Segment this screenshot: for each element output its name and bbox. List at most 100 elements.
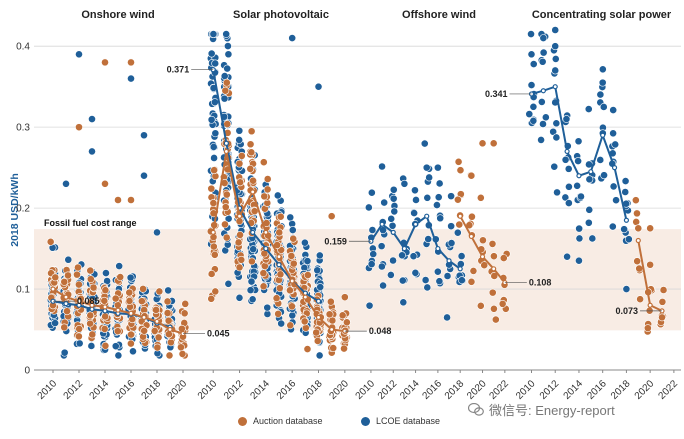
lcoe-point — [424, 235, 433, 243]
auction-point — [499, 254, 508, 262]
lcoe-point — [423, 193, 432, 202]
lcoe-point — [211, 59, 220, 68]
auction-point — [498, 299, 507, 308]
auction-point — [272, 294, 281, 303]
lcoe-point — [387, 214, 396, 223]
auction-point — [116, 273, 125, 281]
auction-point — [490, 304, 498, 313]
auction-point — [631, 196, 640, 205]
lcoe-point — [367, 188, 376, 197]
auction-point — [128, 315, 137, 324]
auction-point — [60, 277, 69, 286]
auction-point — [222, 78, 231, 87]
auction-point — [491, 315, 500, 324]
auction-point — [342, 318, 351, 327]
auction-point — [490, 252, 498, 261]
auction-point — [275, 228, 284, 237]
auction-point — [246, 164, 255, 173]
lcoe-trend-point — [263, 245, 269, 252]
lcoe-point — [140, 171, 148, 180]
y-tick-label: 0.4 — [16, 42, 30, 53]
lcoe-trend-point — [540, 88, 546, 94]
lcoe-point — [457, 252, 466, 261]
annotation-label: 0.085 — [77, 296, 100, 306]
lcoe-point — [527, 81, 536, 89]
auction-point — [259, 269, 268, 278]
x-tick-label: 2014 — [88, 378, 112, 402]
lcoe-trend-point — [600, 132, 606, 138]
auction-trend-point — [76, 298, 82, 304]
auction-point — [468, 212, 476, 221]
y-tick-label: 0.2 — [16, 204, 30, 215]
auction-point — [86, 311, 95, 320]
lcoe-point — [564, 199, 573, 207]
x-tick-label: 2018 — [443, 378, 467, 402]
auction-point — [210, 166, 219, 175]
annotation-label: 0.073 — [615, 306, 638, 316]
auction-point — [260, 262, 269, 270]
lcoe-point — [249, 245, 258, 254]
auction-point — [127, 330, 135, 339]
lcoe-point — [102, 269, 110, 277]
lcoe-point — [585, 175, 594, 184]
auction-trend-point — [210, 229, 216, 235]
auction-point — [46, 237, 55, 246]
lcoe-point — [575, 224, 584, 233]
auction-point — [60, 323, 69, 332]
lcoe-point — [211, 129, 220, 138]
lcoe-point — [75, 339, 84, 348]
auction-point — [276, 270, 285, 279]
auction-trend-point — [329, 326, 335, 333]
lcoe-point — [420, 139, 429, 148]
x-tick-label: 2020 — [327, 378, 351, 402]
lcoe-point — [388, 221, 397, 230]
annotation-label: 0.159 — [324, 236, 347, 246]
auction-point — [64, 271, 72, 280]
auction-point — [303, 345, 312, 353]
lcoe-point — [410, 209, 419, 217]
x-tick-label: 2018 — [301, 378, 325, 402]
auction-point — [300, 317, 309, 326]
auction-point — [479, 236, 487, 245]
lcoe-point — [529, 60, 538, 68]
lcoe-trend-point — [250, 229, 256, 235]
auction-point — [207, 270, 216, 278]
auction-point — [127, 339, 135, 348]
lcoe-point — [608, 222, 617, 231]
auction-point — [150, 327, 159, 335]
auction-point — [127, 58, 135, 67]
lcoe-point — [551, 42, 560, 51]
lcoe-point — [539, 34, 548, 42]
lcoe-point — [584, 218, 593, 227]
lcoe-point — [433, 267, 442, 276]
lcoe-point — [288, 226, 297, 234]
auction-point — [125, 288, 134, 297]
lcoe-point — [611, 140, 620, 149]
fossil-fuel-label: Fossil fuel cost range — [44, 218, 137, 228]
lcoe-point — [443, 272, 452, 280]
lcoe-point — [398, 251, 406, 260]
lcoe-point — [561, 193, 570, 202]
auction-point — [289, 259, 298, 268]
x-tick-label: 2022 — [487, 378, 511, 402]
auction-point — [222, 233, 231, 242]
lcoe-point — [575, 234, 584, 243]
lcoe-point — [164, 286, 173, 295]
lcoe-point — [224, 279, 233, 288]
lcoe-point — [457, 276, 466, 285]
x-tick-label: 2020 — [166, 378, 190, 402]
auction-point — [476, 193, 485, 202]
lcoe-point — [115, 262, 124, 270]
lcoe-point — [368, 226, 377, 234]
lcoe-point — [303, 257, 312, 265]
auction-point — [633, 209, 641, 218]
auction-point — [301, 324, 310, 332]
auction-point — [177, 343, 185, 352]
auction-point — [287, 252, 296, 260]
auction-point — [659, 286, 668, 294]
auction-point — [86, 319, 95, 328]
x-tick-label: 2010 — [36, 378, 60, 402]
auction-point — [140, 326, 149, 335]
